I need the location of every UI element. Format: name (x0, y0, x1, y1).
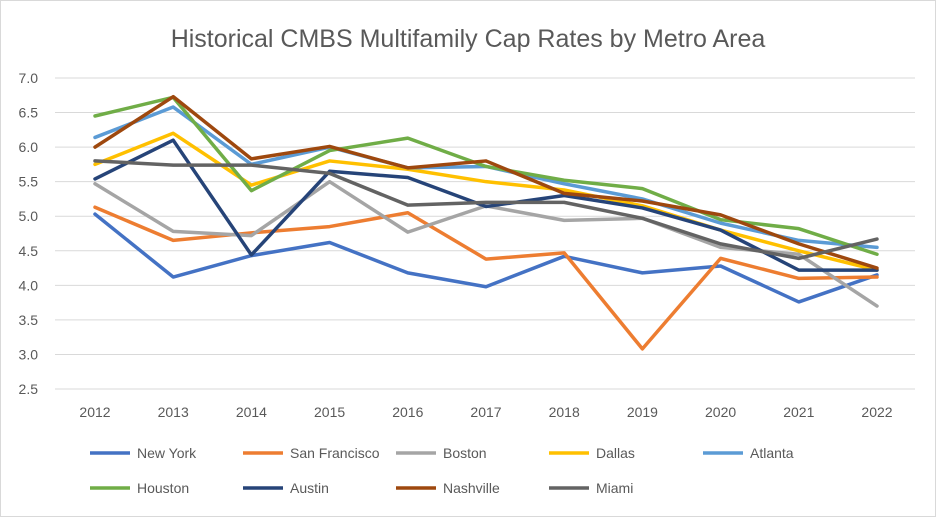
legend-label: Austin (290, 480, 329, 496)
x-tick-label: 2012 (79, 404, 110, 420)
legend-item: Miami (549, 480, 633, 496)
y-tick-label: 3.5 (19, 312, 39, 328)
legend-item: Boston (396, 445, 487, 461)
series-line-austin (93, 138, 879, 272)
x-tick-label: 2021 (783, 404, 814, 420)
legend-item: Austin (243, 480, 329, 496)
y-tick-label: 7.0 (19, 70, 39, 86)
legend-item: Houston (90, 480, 189, 496)
series-line-miami (93, 159, 879, 261)
legend-item: Atlanta (703, 445, 794, 461)
legend-label: Houston (137, 480, 189, 496)
series-line-nashville (93, 94, 879, 270)
legend-item: New York (90, 445, 197, 461)
y-tick-label: 5.0 (19, 208, 39, 224)
y-tick-label: 6.0 (19, 139, 39, 155)
y-tick-label: 4.5 (19, 243, 39, 259)
x-tick-label: 2014 (236, 404, 267, 420)
x-tick-label: 2015 (314, 404, 345, 420)
legend-item: Nashville (396, 480, 500, 496)
y-tick-label: 3.0 (19, 346, 39, 362)
x-tick-label: 2013 (158, 404, 189, 420)
legend-label: Miami (596, 480, 633, 496)
chart-title: Historical CMBS Multifamily Cap Rates by… (171, 25, 766, 53)
y-tick-label: 6.5 (19, 105, 39, 121)
x-tick-label: 2017 (470, 404, 501, 420)
legend-label: Dallas (596, 445, 635, 461)
y-tick-label: 4.0 (19, 277, 39, 293)
legend-item: San Francisco (243, 445, 380, 461)
x-tick-label: 2022 (861, 404, 892, 420)
series-line-dallas (93, 131, 879, 272)
legend-label: Boston (443, 445, 487, 461)
legend-label: Atlanta (750, 445, 794, 461)
legend-item: Dallas (549, 445, 635, 461)
x-tick-label: 2019 (627, 404, 658, 420)
x-tick-label: 2018 (549, 404, 580, 420)
x-tick-label: 2016 (392, 404, 423, 420)
legend-label: New York (137, 445, 197, 461)
series-line-new-york (93, 212, 879, 304)
x-tick-label: 2020 (705, 404, 736, 420)
y-tick-label: 2.5 (19, 381, 39, 397)
legend-label: Nashville (443, 480, 500, 496)
legend-label: San Francisco (290, 445, 380, 461)
y-tick-label: 5.5 (19, 174, 39, 190)
